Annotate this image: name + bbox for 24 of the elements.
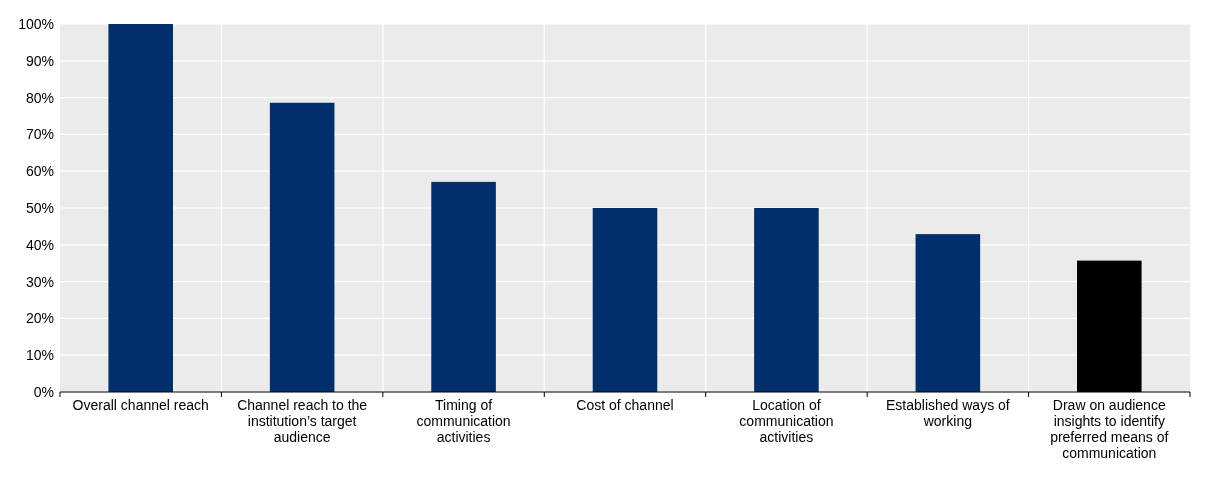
y-tick-label: 90%	[25, 52, 54, 69]
y-tick-label: 10%	[25, 347, 54, 364]
y-tick-label: 50%	[25, 199, 54, 216]
x-tick-label: Overall channel reach	[72, 397, 209, 413]
y-tick-label: 40%	[25, 236, 54, 253]
x-tick-label: Cost of channel	[576, 397, 674, 413]
x-tick-label: Timing of communication activities	[416, 397, 511, 445]
y-tick-label: 60%	[25, 163, 54, 180]
x-tick-label: Location of communication activities	[739, 397, 834, 445]
y-tick-label: 80%	[25, 89, 54, 106]
y-tick-label: 20%	[25, 310, 54, 327]
bar	[592, 208, 658, 392]
x-tick-label: Established ways of working	[885, 397, 1010, 429]
y-tick-label: 100%	[18, 15, 54, 32]
bar	[754, 208, 819, 392]
y-tick-label: 0%	[33, 383, 54, 400]
x-tick-label: Draw on audience insights to identify preferred means of communication	[1050, 397, 1169, 461]
bar	[269, 102, 335, 392]
x-tick-label: Channel reach to the institution’s target audience	[237, 397, 368, 445]
bar	[108, 24, 173, 392]
y-tick-label: 70%	[25, 126, 54, 143]
bar	[431, 181, 496, 392]
y-tick-label: 30%	[25, 273, 54, 290]
bar	[915, 234, 981, 392]
